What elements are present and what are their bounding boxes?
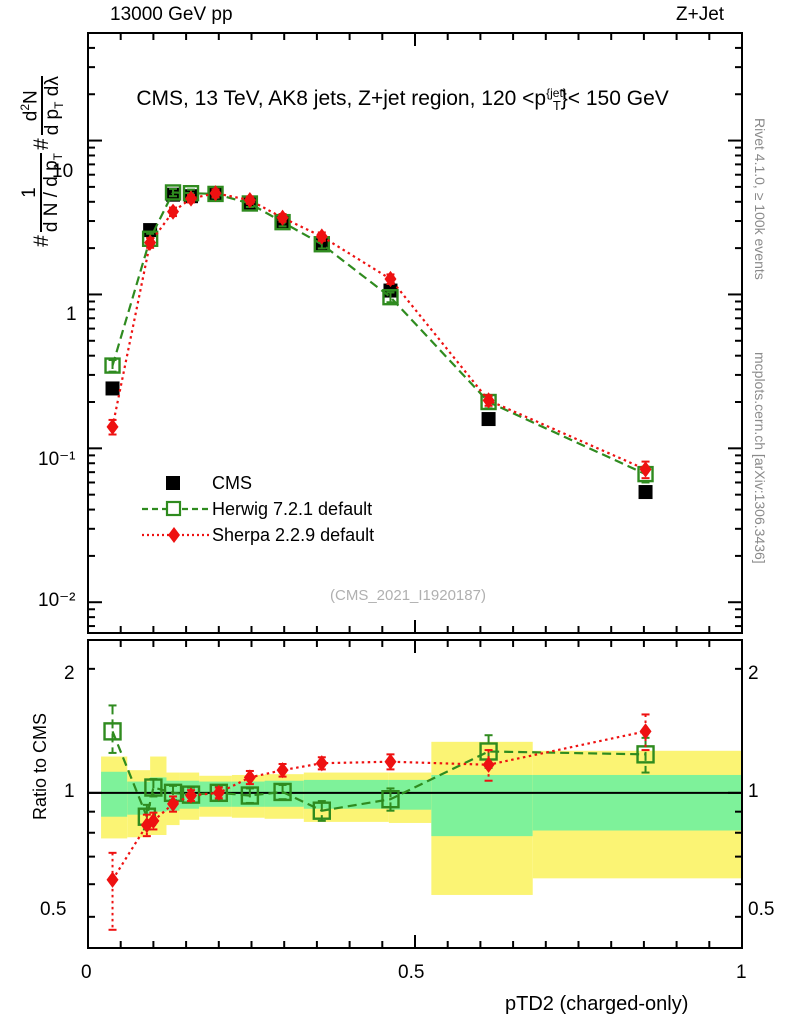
legend-marker-herwig <box>142 500 210 517</box>
main-ytick-0.1: 10⁻¹ <box>38 449 76 470</box>
ratio-ytick-0.5-left: 0.5 <box>40 899 67 920</box>
ratio-frame <box>87 639 743 949</box>
main-plot-area <box>87 32 743 634</box>
main-title-before: CMS, 13 TeV, AK8 jets, Z+jet region, 120… <box>136 87 547 110</box>
ratio-ytick-1-left: 1 <box>64 781 75 802</box>
main-ytick-10: 10 <box>52 161 74 182</box>
main-ytick-1: 1 <box>66 304 77 325</box>
ratio-ylabel: Ratio to CMS <box>30 712 50 820</box>
legend-item-sherpa[interactable]: Sherpa 2.2.9 default <box>140 522 374 548</box>
header-left-label: 13000 GeV pp <box>110 4 233 25</box>
rivet-version-label: Rivet 4.1.0, ≥ 100k events <box>752 118 768 280</box>
ratio-uncertainty-bands <box>101 741 742 895</box>
legend-label-sherpa: Sherpa 2.2.9 default <box>212 524 375 545</box>
main-frame <box>87 32 743 634</box>
main-title-after: }< 150 GeV <box>560 87 669 110</box>
xtick-0.5: 0.5 <box>398 962 425 983</box>
xtick-0: 0 <box>81 962 92 983</box>
xtick-1: 1 <box>736 962 747 983</box>
mcplots-reference-label: mcplots.cern.ch [arXiv:1306.3436] <box>752 352 768 564</box>
xaxis-title: pTD2 (charged-only) <box>505 993 689 1015</box>
legend-label-herwig: Herwig 7.2.1 default <box>212 498 373 519</box>
ratio-ytick-1-right: 1 <box>748 781 759 802</box>
analysis-id-watermark: (CMS_2021_I1920187) <box>330 587 486 604</box>
ratio-series-sherpa <box>106 713 652 931</box>
main-ytick-0.01: 10⁻² <box>38 590 76 611</box>
ratio-ytick-2-right: 2 <box>748 663 759 684</box>
legend-item-cms[interactable]: CMS <box>140 470 374 496</box>
main-panel-title: CMS, 13 TeV, AK8 jets, Z+jet region, 120… <box>113 62 669 137</box>
legend-marker-sherpa <box>142 527 210 543</box>
legend-marker-cms <box>166 476 180 490</box>
legend-label-cms: CMS <box>212 472 252 493</box>
ratio-ytick-0.5-right: 0.5 <box>748 899 775 920</box>
header-right-label: Z+Jet <box>676 4 725 25</box>
legend: CMS Herwig 7.2.1 default Sherpa 2.2.9 de… <box>140 470 374 548</box>
main-title-sub: T <box>552 98 561 114</box>
legend-item-herwig[interactable]: Herwig 7.2.1 default <box>140 496 374 522</box>
main-title-sup: {jet} <box>546 86 567 100</box>
ratio-ytick-2-left: 2 <box>64 663 75 684</box>
main-series-sherpa <box>106 185 652 480</box>
